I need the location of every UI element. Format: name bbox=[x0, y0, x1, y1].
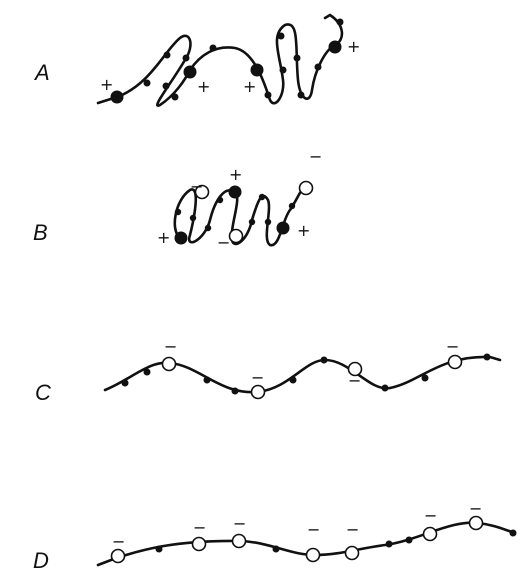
charge-sign: − bbox=[446, 337, 459, 356]
chain-d bbox=[96, 515, 517, 567]
charge-sign: − bbox=[164, 337, 177, 356]
panel-label: D bbox=[33, 548, 49, 573]
charge-sign: − bbox=[217, 233, 230, 252]
charge-sign: + bbox=[100, 75, 113, 94]
charge-sign: − bbox=[233, 514, 246, 533]
panel-label: A bbox=[33, 60, 50, 85]
charge-sign: + bbox=[157, 228, 170, 247]
chain-a bbox=[96, 13, 344, 107]
chain-b bbox=[173, 180, 314, 247]
charge-sign: − bbox=[424, 506, 437, 525]
charge-sign: − bbox=[348, 371, 361, 390]
charge-sign: + bbox=[197, 77, 210, 96]
charge-sign: + bbox=[229, 165, 242, 184]
charge-sign: − bbox=[309, 147, 322, 166]
chain-c bbox=[103, 353, 502, 400]
charge-sign: − bbox=[307, 520, 320, 539]
panel-label: B bbox=[33, 220, 48, 245]
charge-sign: − bbox=[346, 520, 359, 539]
charge-sign: − bbox=[251, 368, 264, 387]
charge-sign: − bbox=[469, 499, 482, 518]
panel-label: C bbox=[35, 380, 51, 405]
charge-sign: + bbox=[297, 221, 310, 240]
charge-sign: − bbox=[112, 532, 125, 551]
charge-sign: − bbox=[190, 177, 203, 196]
charge-sign: + bbox=[243, 77, 256, 96]
charge-sign: + bbox=[347, 37, 360, 56]
charge-sign: − bbox=[193, 518, 206, 537]
